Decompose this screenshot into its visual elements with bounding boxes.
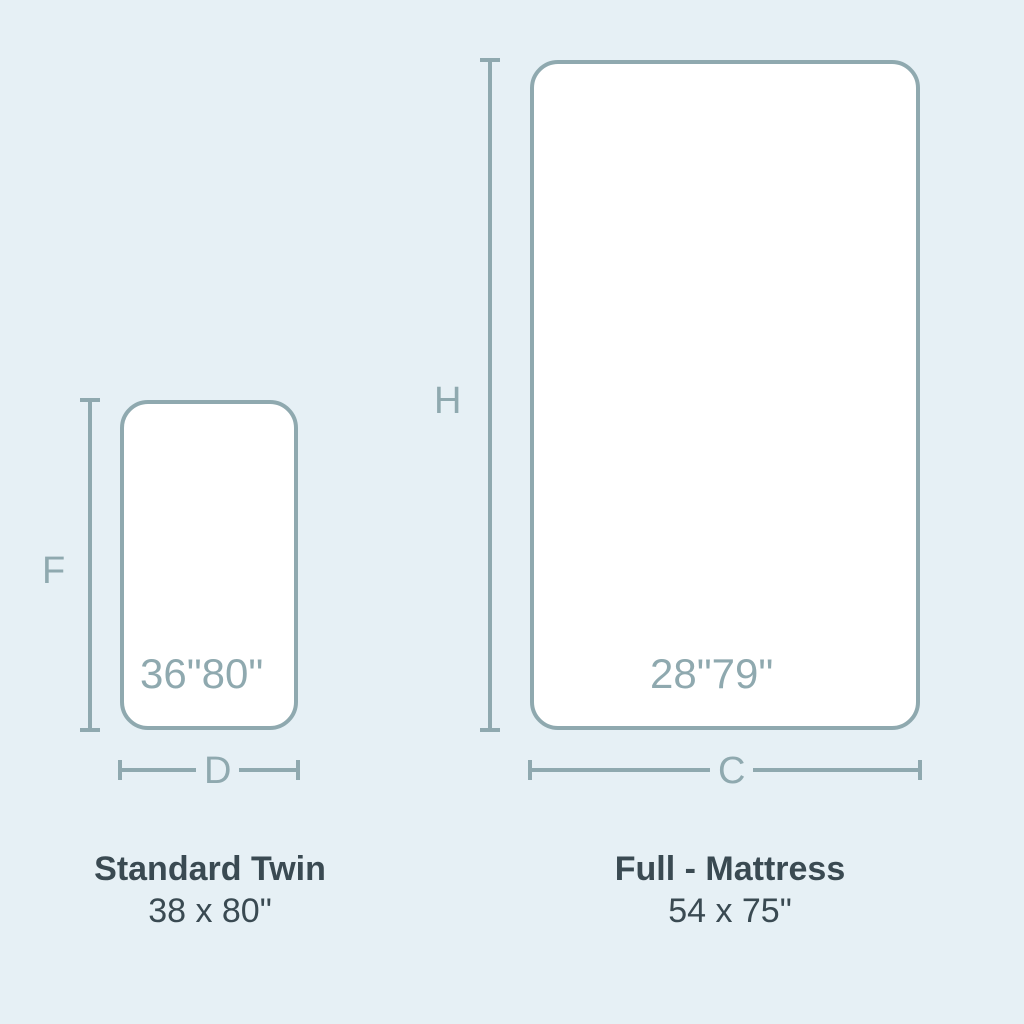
label-right-horizontal: C: [710, 750, 753, 793]
caption-right-title: Full - Mattress: [600, 850, 860, 889]
bracket-left-vertical: [80, 400, 100, 730]
label-right-vertical: H: [434, 380, 461, 423]
label-left-horizontal: D: [196, 750, 239, 793]
mattress-right-inner-dim: 28"79": [650, 650, 773, 698]
mattress-right: [530, 60, 920, 730]
label-left-vertical: F: [42, 550, 65, 593]
caption-left-subtitle: 38 x 80": [90, 892, 330, 931]
caption-left-title: Standard Twin: [90, 850, 330, 889]
mattress-left-inner-dim: 36"80": [140, 650, 263, 698]
caption-right-subtitle: 54 x 75": [600, 892, 860, 931]
bracket-right-vertical: [480, 60, 500, 730]
